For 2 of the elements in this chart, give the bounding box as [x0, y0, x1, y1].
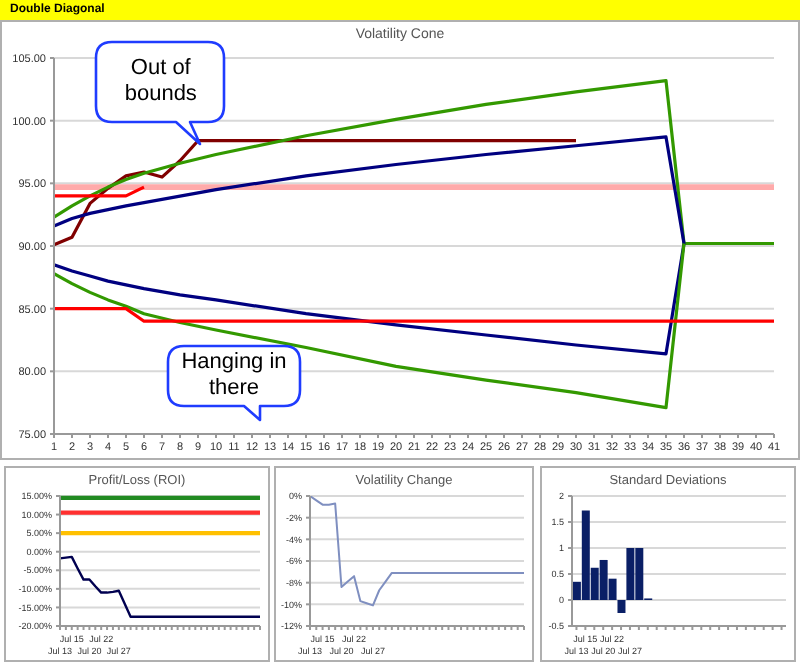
annotation: Out of bounds [122, 53, 199, 110]
annotation: Hanging in there [179, 348, 289, 404]
